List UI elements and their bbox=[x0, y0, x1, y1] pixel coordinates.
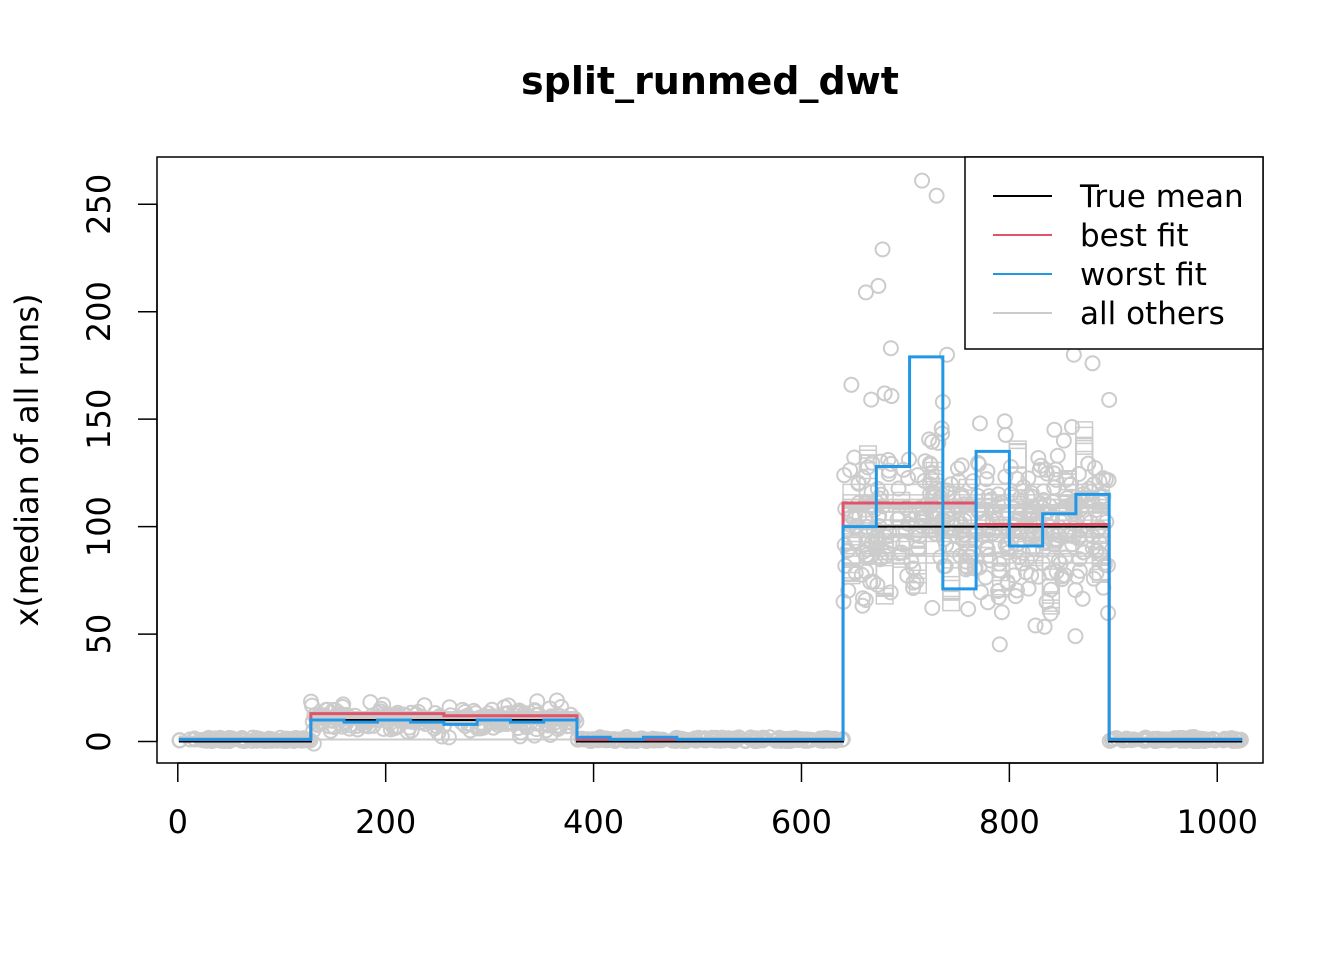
scatter-point bbox=[900, 470, 917, 487]
legend-label: all others bbox=[1080, 296, 1225, 332]
scatter-point bbox=[1023, 567, 1040, 584]
scatter-point bbox=[1101, 391, 1118, 408]
scatter-point bbox=[924, 599, 941, 616]
scatter-point bbox=[939, 346, 955, 363]
scatter-point bbox=[1069, 568, 1086, 585]
scatter-point bbox=[1067, 581, 1084, 598]
scatter-point bbox=[1043, 581, 1060, 598]
scatter-point bbox=[882, 584, 899, 601]
scatter-point bbox=[1048, 471, 1065, 488]
scatter-point bbox=[857, 284, 874, 301]
scatter-point bbox=[928, 187, 945, 204]
scatter-point bbox=[1005, 567, 1022, 584]
scatter-point bbox=[876, 385, 893, 402]
scatter-point bbox=[1076, 544, 1093, 561]
scatter-point bbox=[1049, 447, 1066, 464]
scatter-point bbox=[954, 531, 971, 548]
scatter-point bbox=[857, 591, 874, 608]
scatter-point bbox=[978, 471, 995, 488]
scatter-point bbox=[882, 455, 899, 472]
scatter-point bbox=[1020, 470, 1037, 487]
other-run-line bbox=[178, 457, 1243, 741]
scatter-point bbox=[1027, 617, 1044, 634]
scatter-point bbox=[949, 460, 966, 477]
x-tick-label: 200 bbox=[355, 803, 416, 841]
legend-label: best fit bbox=[1080, 218, 1189, 254]
scatter-point bbox=[932, 549, 949, 566]
scatter-point bbox=[303, 693, 320, 710]
y-axis: 0 50 100 150 200 250 bbox=[80, 174, 158, 752]
y-tick-label: 0 bbox=[80, 731, 118, 751]
scatter-point bbox=[972, 584, 989, 601]
x-tick-label: 0 bbox=[168, 803, 188, 841]
scatter-point bbox=[893, 544, 910, 561]
scatter-point bbox=[869, 576, 886, 593]
scatter-point bbox=[512, 728, 529, 745]
scatter-point bbox=[863, 391, 880, 408]
y-axis-label: x(median of all runs) bbox=[8, 294, 46, 627]
scatter-point bbox=[930, 434, 947, 451]
scatter-point bbox=[1084, 355, 1101, 372]
scatter-point bbox=[1065, 346, 1082, 363]
scatter-point bbox=[872, 453, 889, 470]
scatter-point bbox=[997, 426, 1014, 443]
x-tick-label: 400 bbox=[563, 803, 624, 841]
scatter-point bbox=[529, 693, 546, 710]
scatter-point bbox=[965, 473, 982, 490]
fit-series bbox=[178, 355, 1243, 743]
scatter-point bbox=[993, 604, 1010, 621]
scatter-point bbox=[548, 692, 565, 709]
y-tick-label: 150 bbox=[80, 389, 118, 450]
series-worst-fit bbox=[178, 355, 1243, 741]
scatter-point bbox=[433, 728, 450, 745]
scatter-point bbox=[1031, 461, 1048, 478]
scatter-point bbox=[1032, 495, 1049, 512]
scatter-point bbox=[883, 388, 900, 405]
scatter-point bbox=[440, 729, 457, 746]
scatter-point bbox=[996, 413, 1013, 430]
scatter-point bbox=[991, 636, 1008, 653]
scatter-point bbox=[1085, 570, 1102, 587]
chart-title: split_runmed_dwt bbox=[521, 59, 899, 103]
y-tick-label: 50 bbox=[80, 614, 118, 655]
scatter-point bbox=[874, 241, 891, 258]
scatter-point bbox=[843, 376, 860, 393]
legend-label: True mean bbox=[1079, 179, 1244, 215]
scatter-point bbox=[960, 601, 977, 618]
scatter-point bbox=[1074, 590, 1091, 607]
scatter-point bbox=[1030, 449, 1047, 466]
scatter-point bbox=[870, 277, 887, 294]
x-axis: 0 200 400 600 800 1000 bbox=[168, 762, 1258, 841]
scatter-point bbox=[953, 457, 970, 474]
scatter-point bbox=[921, 431, 938, 448]
scatter-point bbox=[914, 172, 931, 189]
scatter-point bbox=[997, 468, 1014, 485]
x-tick-label: 1000 bbox=[1177, 803, 1258, 841]
scatter-point bbox=[924, 433, 941, 450]
scatter-point bbox=[1036, 618, 1053, 635]
scatter-point bbox=[1067, 628, 1084, 645]
scatter-point bbox=[882, 340, 899, 357]
scatter-point bbox=[305, 735, 322, 752]
legend-box bbox=[964, 156, 1264, 350]
scatter-point bbox=[990, 582, 1007, 599]
other-run-line bbox=[178, 426, 1243, 741]
x-tick-label: 800 bbox=[979, 803, 1040, 841]
scatter-point bbox=[970, 456, 987, 473]
x-tick-label: 600 bbox=[771, 803, 832, 841]
scatter-point bbox=[853, 566, 870, 583]
legend-label: worst fit bbox=[1080, 257, 1207, 293]
y-tick-label: 200 bbox=[80, 281, 118, 342]
scatter-point bbox=[1046, 421, 1063, 438]
y-tick-label: 250 bbox=[80, 174, 118, 235]
scatter-point bbox=[1055, 432, 1072, 449]
y-tick-label: 100 bbox=[80, 496, 118, 557]
scatter-point bbox=[971, 415, 988, 432]
